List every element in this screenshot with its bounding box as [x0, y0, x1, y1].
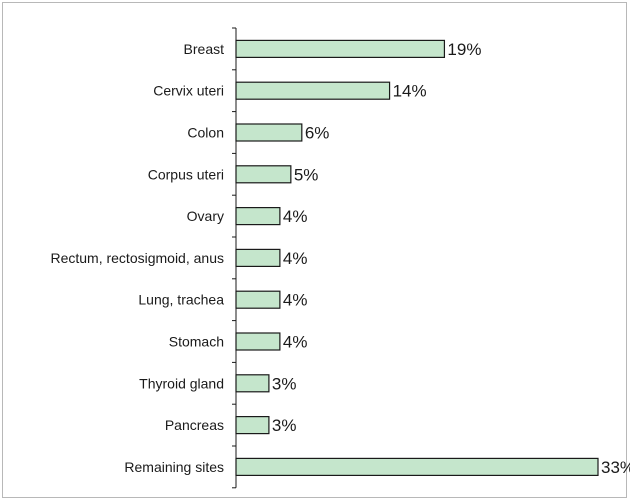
value-label: 33% [601, 458, 630, 477]
bar [235, 248, 281, 267]
category-label: Ovary [187, 208, 224, 224]
value-label: 4% [283, 291, 308, 310]
value-label: 5% [294, 165, 319, 184]
category-label: Rectum, rectosigmoid, anus [50, 250, 224, 266]
bar [235, 290, 281, 309]
category-label: Thyroid gland [139, 375, 224, 391]
bar [235, 123, 303, 142]
category-label: Lung, trachea [138, 292, 224, 308]
bars-group: Breast 19% Cervix uteri 14% Colon 6% Corpus ut… [50, 27, 630, 489]
bar [235, 332, 281, 351]
bar [235, 374, 270, 393]
bar [235, 39, 446, 59]
value-label: 4% [283, 333, 308, 352]
value-label: 4% [283, 249, 308, 268]
value-label: 19% [447, 40, 481, 59]
value-label: 4% [283, 207, 308, 226]
value-label: 3% [272, 416, 297, 435]
category-label: Breast [184, 41, 225, 57]
category-label: Stomach [169, 334, 224, 350]
bar [235, 416, 270, 435]
category-label: Remaining sites [124, 459, 224, 475]
bar [235, 457, 599, 476]
category-label: Pancreas [165, 417, 224, 433]
category-label: Corpus uteri [148, 166, 224, 182]
value-label: 3% [272, 374, 297, 393]
value-label: 6% [305, 124, 330, 143]
bar [235, 81, 391, 100]
bar [235, 165, 292, 184]
category-label: Cervix uteri [153, 83, 224, 99]
category-label: Colon [187, 125, 224, 141]
bar [235, 207, 281, 226]
value-label: 14% [393, 82, 427, 101]
